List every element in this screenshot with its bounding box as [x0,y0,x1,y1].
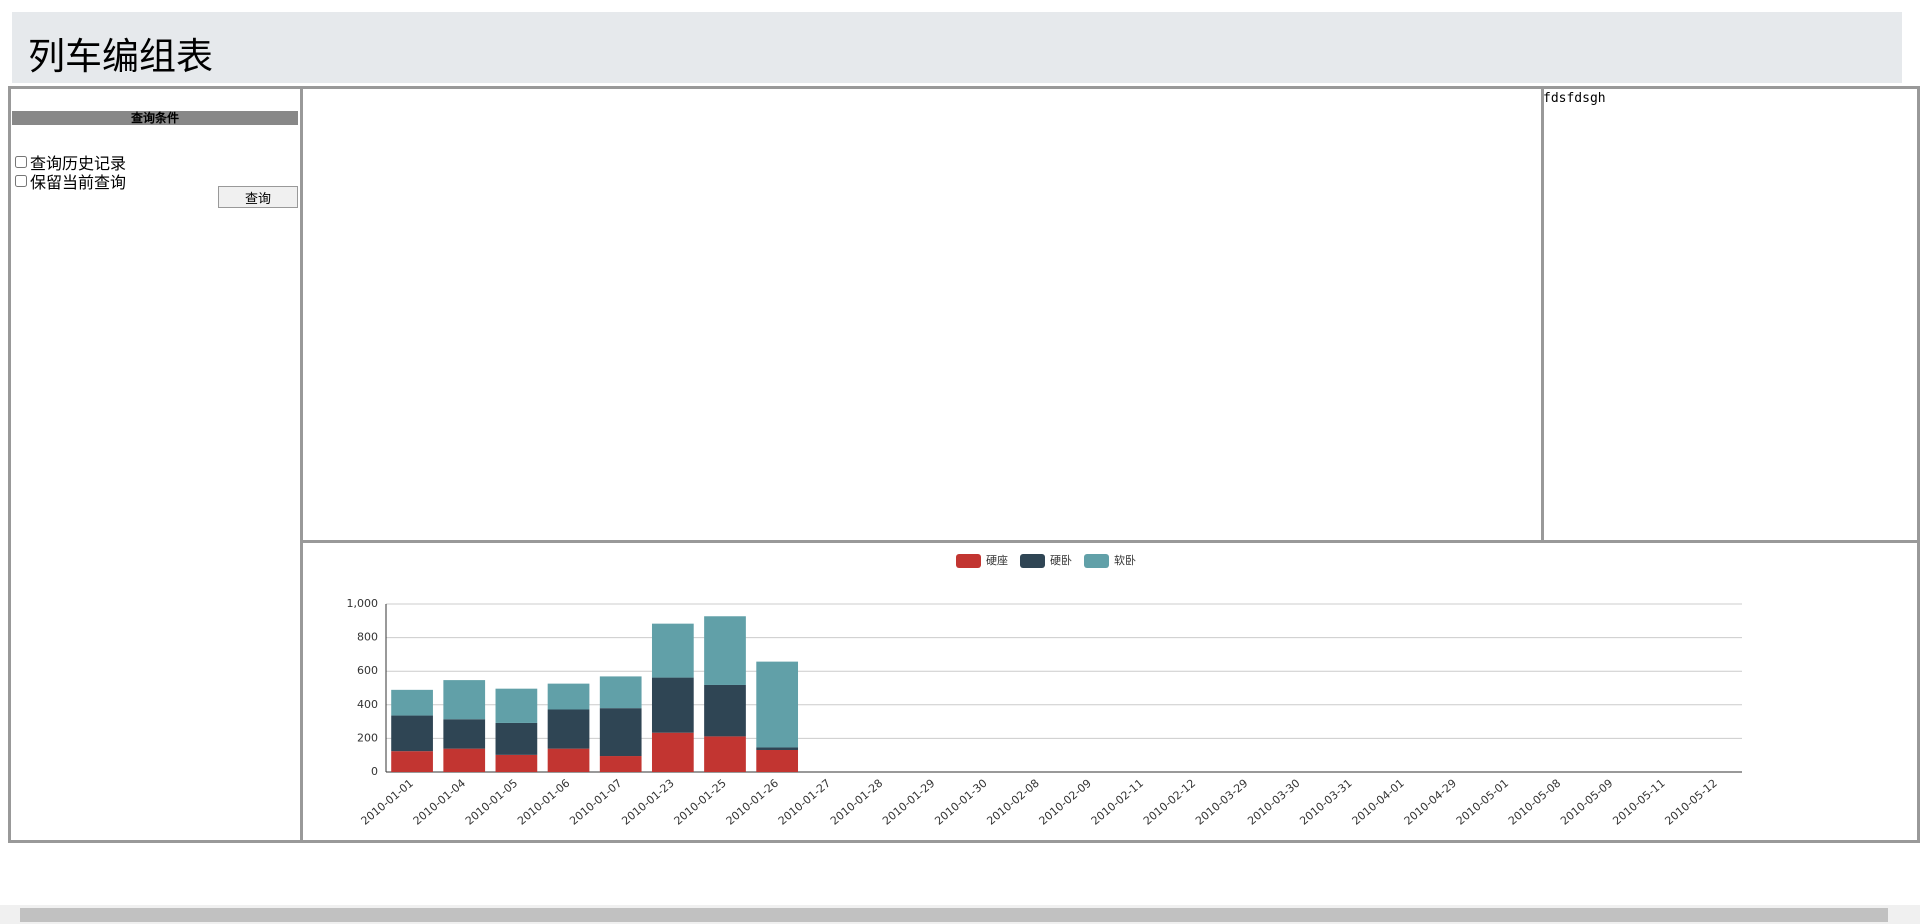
y-tick-label: 1,000 [347,597,379,610]
main-panel [300,86,1544,543]
bar [599,676,642,709]
bar [495,722,538,755]
y-tick-label: 800 [357,631,378,644]
side-panel [1541,86,1920,543]
query-button[interactable]: 查询 [218,186,298,208]
checkbox[interactable] [15,156,27,168]
bar [756,747,799,750]
bar [443,748,486,772]
bar [599,756,642,772]
x-tick-label: 2010-01-05 [463,777,520,828]
bar [651,623,694,678]
bar [704,684,746,737]
x-tick-label: 2010-01-07 [567,777,624,828]
header: 列车编组表 [12,12,1902,83]
x-tick-label: 2010-01-28 [828,777,885,828]
legend-label: 软卧 [1114,553,1136,567]
option-label: 保留当前查询 [30,173,127,192]
x-tick-label: 2010-01-26 [724,777,781,828]
bar [756,661,799,748]
x-tick-label: 2010-05-11 [1610,777,1667,828]
x-tick-label: 2010-01-06 [515,777,572,828]
x-tick-label: 2010-01-25 [672,777,729,828]
legend-label: 硬卧 [1050,554,1072,567]
y-tick-label: 200 [357,731,378,744]
bar [495,688,538,723]
bar [599,708,642,757]
bar [391,715,433,752]
bar [547,709,590,749]
x-tick-label: 2010-05-12 [1662,777,1719,828]
legend-swatch [1020,554,1045,568]
x-tick-label: 2010-03-29 [1193,777,1250,828]
y-tick-label: 0 [371,765,378,778]
x-tick-label: 2010-04-01 [1350,777,1407,828]
side-text: fdsfdsgh [1543,91,1606,106]
legend-swatch [956,554,981,568]
bar [443,680,486,720]
bar [651,677,694,733]
bar [651,732,694,772]
bar [704,616,746,685]
x-tick-label: 2010-03-31 [1297,777,1354,828]
bar [391,751,433,772]
bar [547,683,590,710]
x-tick-label: 2010-02-11 [1089,777,1146,828]
option-label: 查询历史记录 [30,154,127,173]
x-tick-label: 2010-05-01 [1454,777,1511,828]
bar [756,749,799,772]
checkbox[interactable] [15,175,27,187]
bar [547,748,590,772]
x-tick-label: 2010-01-27 [776,777,833,828]
x-tick-label: 2010-01-30 [932,777,989,828]
y-tick-label: 600 [357,664,378,677]
bar [443,719,486,749]
x-tick-label: 2010-03-30 [1245,777,1302,828]
y-tick-label: 400 [357,698,378,711]
x-tick-label: 2010-02-08 [984,777,1041,828]
scroll-thumb[interactable] [20,908,1888,922]
x-tick-label: 2010-01-01 [359,777,416,828]
x-tick-label: 2010-02-12 [1141,777,1198,828]
legend-label: 硬座 [986,553,1008,567]
x-tick-label: 2010-01-29 [880,777,937,828]
legend-swatch [1084,554,1109,568]
bar [391,689,433,716]
x-tick-label: 2010-04-29 [1402,777,1459,828]
bar [704,736,746,772]
query-heading: 查询条件 [12,111,298,125]
chart-panel: 0 200 400 600 800 1,000 硬座 硬卧 软卧 2010-01-01 2010-0… [300,540,1920,843]
page-title: 列车编组表 [28,35,213,78]
x-tick-label: 2010-02-09 [1037,777,1094,828]
option[interactable]: 保留当前查询 [15,169,126,193]
bar [495,754,538,772]
x-tick-label: 2010-01-23 [619,777,676,828]
x-tick-label: 2010-05-09 [1558,777,1615,828]
option[interactable]: 查询历史记录 [15,150,126,174]
x-tick-label: 2010-01-04 [411,777,468,828]
x-tick-label: 2010-05-08 [1506,777,1563,828]
